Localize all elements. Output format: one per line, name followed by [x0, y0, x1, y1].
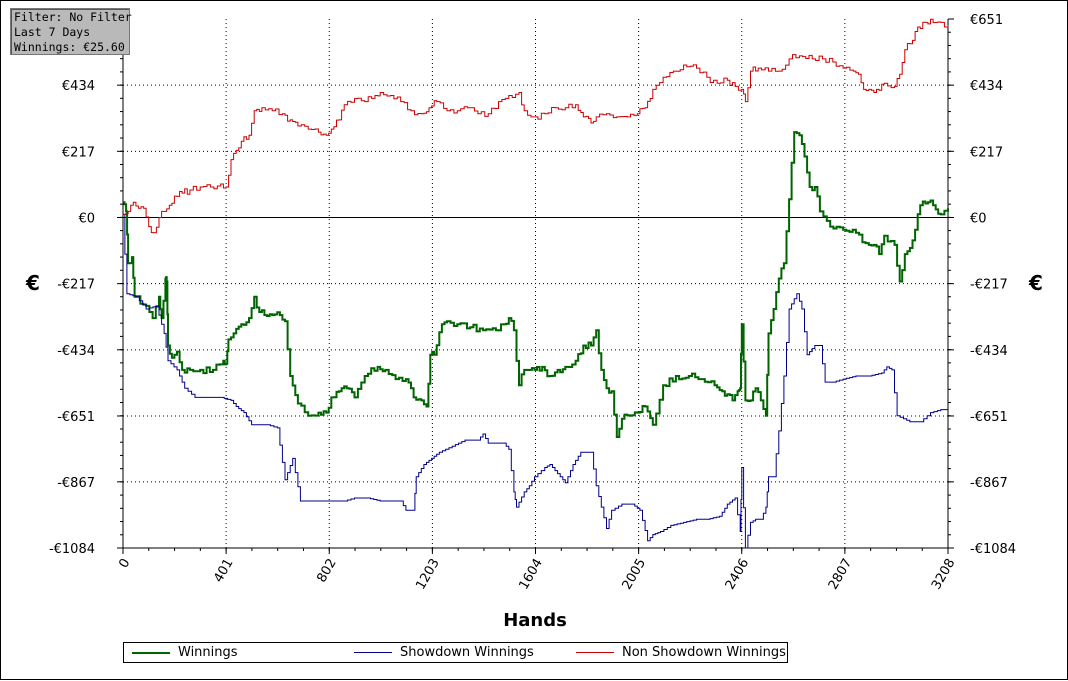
y-tick-label-right: €0	[970, 211, 987, 226]
x-tick-label: 1604	[516, 556, 546, 592]
y-axis-title-left: €	[26, 271, 40, 295]
legend-label-winnings: Winnings	[178, 645, 238, 660]
legend-swatch-winnings	[132, 651, 170, 654]
legend: Winnings Showdown Winnings Non Showdown …	[123, 642, 788, 663]
x-tick-label: 2005	[620, 556, 650, 592]
series-winnings	[123, 131, 949, 438]
y-tick-label-left: -€651	[57, 410, 95, 425]
x-tick-label: 3208	[929, 556, 959, 592]
y-tick-label-left: €0	[78, 211, 95, 226]
y-tick-label-left: €434	[62, 79, 95, 94]
y-tick-label-left: €217	[62, 145, 95, 160]
y-tick-label-right: €651	[970, 13, 1003, 28]
grid-layer	[123, 19, 948, 548]
series-non-showdown-winnings	[123, 18, 949, 234]
x-tick-label: 1203	[413, 556, 443, 592]
legend-item-winnings: Winnings	[128, 645, 238, 661]
y-tick-label-left: -€867	[57, 476, 95, 491]
y-axis-title-right: €	[1029, 271, 1043, 295]
legend-item-showdown: Showdown Winnings	[350, 645, 534, 661]
y-tick-label-right: -€651	[970, 410, 1008, 425]
series-layer	[123, 18, 949, 549]
y-tick-label-right: €434	[970, 79, 1003, 94]
x-axis-title: Hands	[503, 610, 567, 631]
filter-label: Filter: No Filter	[14, 10, 132, 24]
x-tick-label: 0	[116, 556, 133, 571]
y-tick-label-right: -€867	[970, 476, 1008, 491]
x-tick-label: 2406	[723, 556, 753, 592]
y-tick-label-left: -€217	[57, 278, 95, 293]
y-tick-label-right: -€217	[970, 278, 1008, 293]
y-tick-label-left: -€434	[57, 344, 95, 359]
legend-item-non-showdown: Non Showdown Winnings	[572, 645, 786, 661]
x-tick-label: 401	[211, 556, 236, 585]
legend-swatch-showdown	[354, 652, 392, 653]
y-tick-label-right: €217	[970, 145, 1003, 160]
y-tick-label-right: -€434	[970, 344, 1008, 359]
y-tick-label-left: -€1084	[49, 542, 95, 557]
info-box: Filter: No Filter Last 7 Days Winnings: …	[10, 8, 132, 55]
winnings-summary: Winnings: €25.60	[14, 40, 125, 54]
legend-label-showdown: Showdown Winnings	[400, 645, 534, 660]
legend-swatch-non-showdown	[576, 652, 614, 653]
series-showdown-winnings	[123, 213, 948, 549]
y-tick-label-right: -€1084	[970, 542, 1016, 557]
legend-label-non-showdown: Non Showdown Winnings	[622, 645, 786, 660]
x-tick-label: 2807	[826, 556, 856, 592]
period-label: Last 7 Days	[14, 25, 91, 39]
x-tick-label: 802	[314, 556, 339, 585]
